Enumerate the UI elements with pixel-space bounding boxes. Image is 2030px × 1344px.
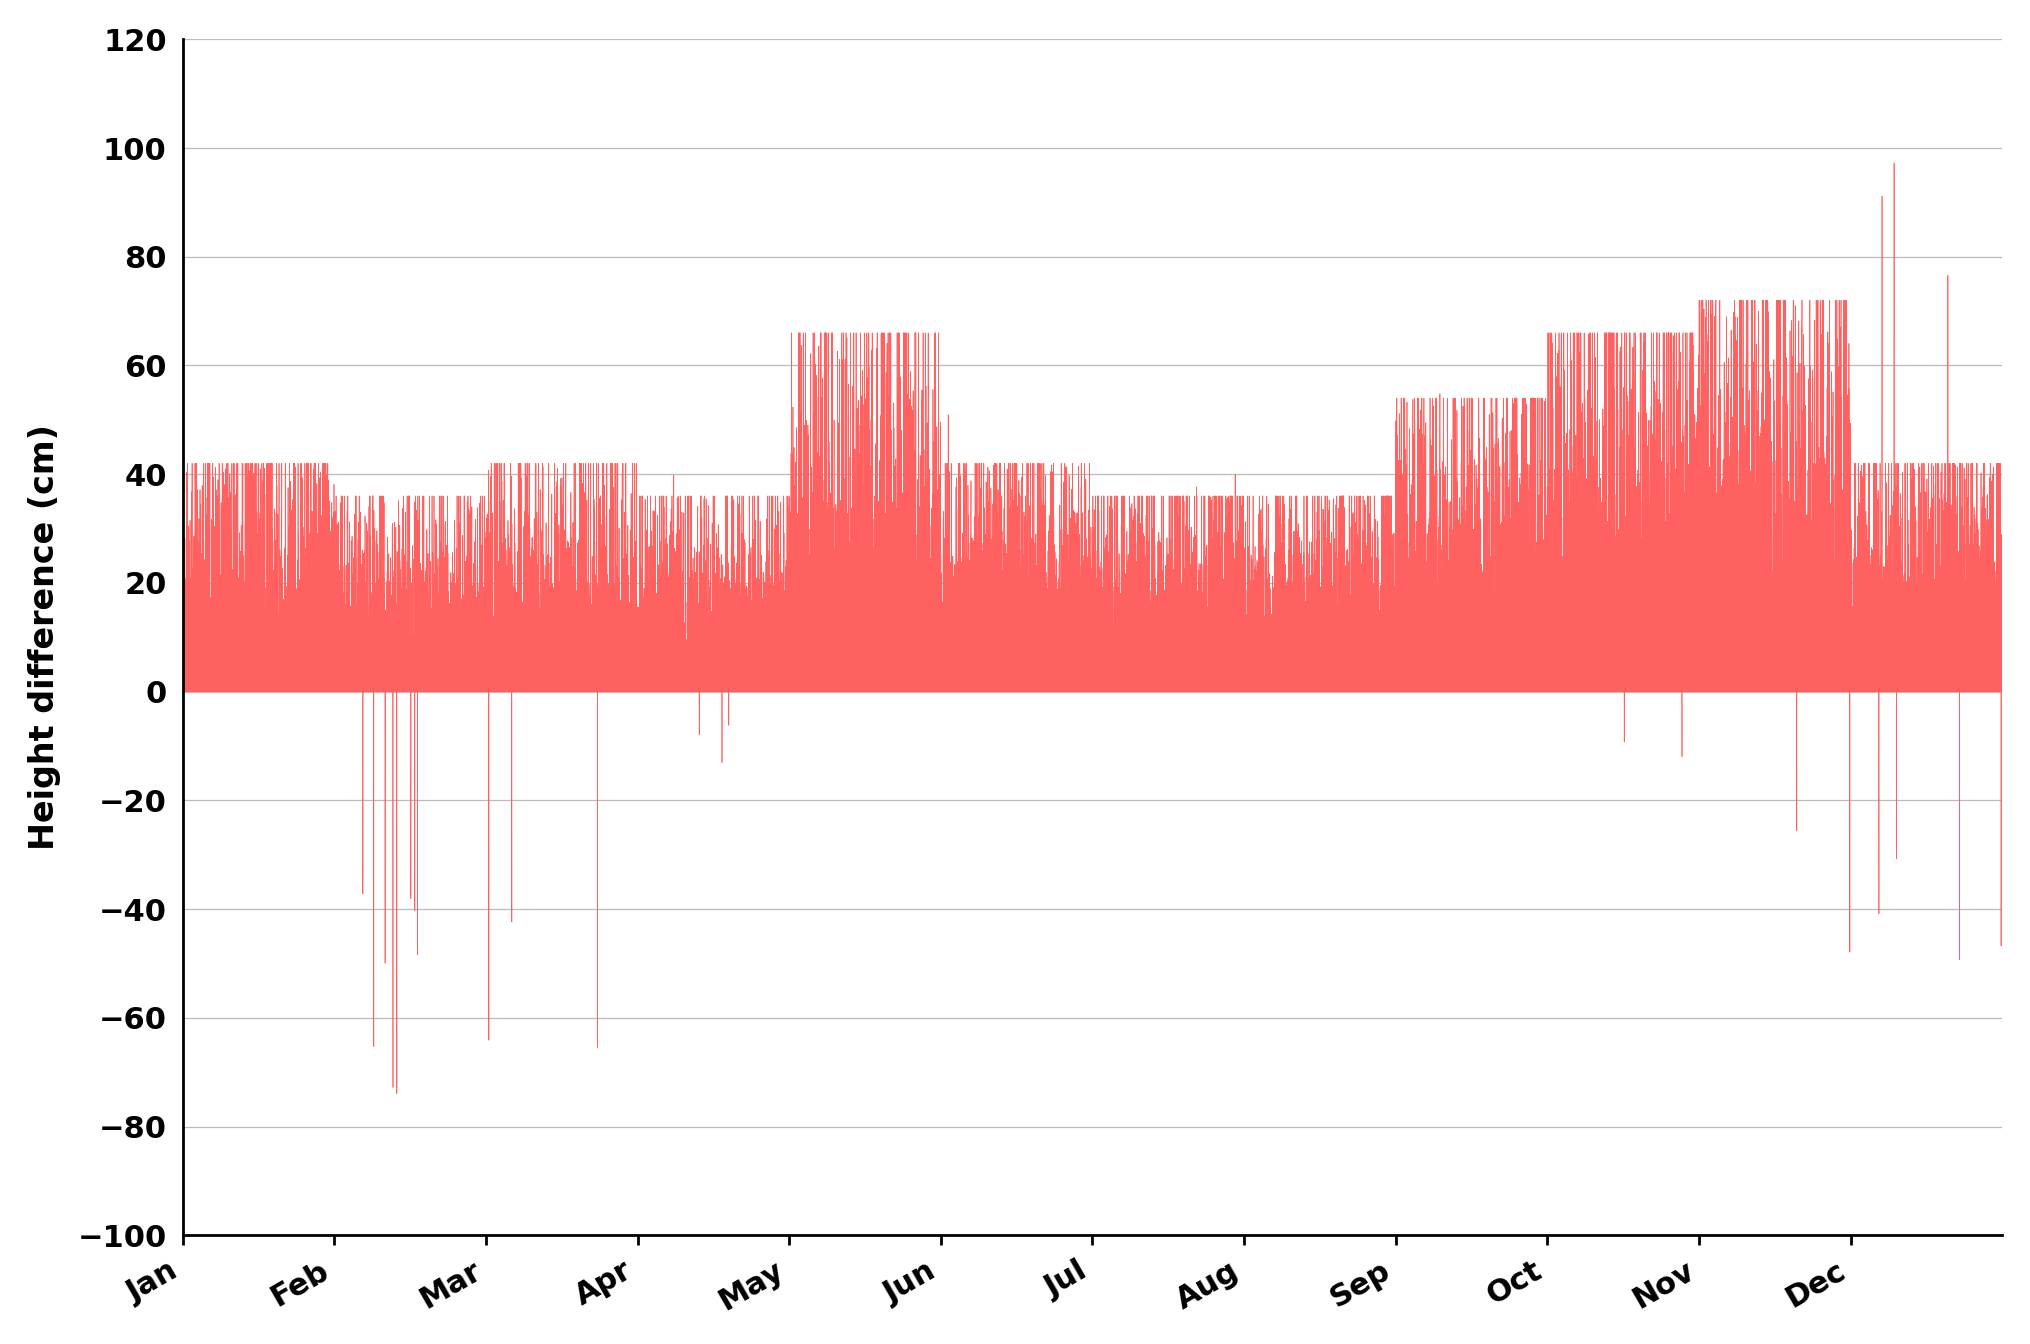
Y-axis label: Height difference (cm): Height difference (cm) xyxy=(28,425,61,851)
